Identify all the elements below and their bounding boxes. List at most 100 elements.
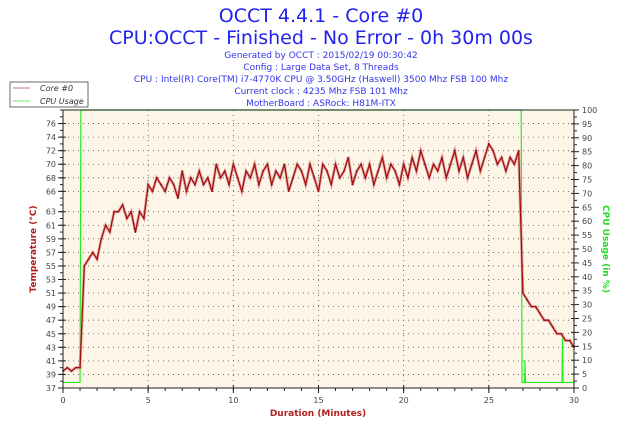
- core-temperature-point: [483, 156, 486, 159]
- core-temperature-point: [219, 176, 222, 179]
- core-temperature-point: [91, 251, 94, 254]
- core-temperature-point: [300, 170, 303, 172]
- y-tick-label: 59: [46, 235, 56, 244]
- core-temperature-point: [283, 163, 286, 166]
- core-temperature-point: [326, 170, 328, 172]
- core-temperature-point: [134, 231, 137, 233]
- core-temperature-point: [556, 332, 558, 335]
- legend: Core #0 CPU Usage: [9, 81, 89, 108]
- x-tick-label: 10: [228, 396, 238, 405]
- legend-label-cpu: CPU Usage: [40, 97, 84, 106]
- y2-tick-label: 20: [582, 328, 592, 337]
- plot-area: [63, 110, 574, 388]
- y-tick-label: 47: [46, 316, 56, 325]
- core-temperature-point: [496, 163, 499, 166]
- core-temperature-point: [245, 170, 248, 172]
- core-temperature-point: [415, 170, 418, 172]
- core-temperature-point: [445, 176, 448, 179]
- core-temperature-point: [560, 332, 563, 335]
- core-temperature-point: [347, 156, 350, 159]
- core-temperature-point: [83, 265, 86, 267]
- y-tick-label: 70: [46, 160, 56, 169]
- core-temperature-point: [100, 237, 103, 240]
- y2-tick-label: 45: [582, 259, 592, 268]
- y2-tick-label: 15: [582, 342, 592, 351]
- core-temperature-point: [492, 149, 494, 152]
- core-temperature-point: [147, 183, 150, 186]
- core-temperature-point: [160, 183, 162, 186]
- core-temperature-point: [487, 143, 490, 145]
- core-temperature-point: [189, 176, 192, 179]
- core-temperature-point: [432, 163, 435, 166]
- chart-subtitle: CPU:OCCT - Finished - No Error - 0h 30m …: [109, 27, 533, 49]
- y-tick-label: 43: [46, 343, 56, 352]
- core-temperature-point: [287, 190, 290, 193]
- y-tick-label: 55: [46, 262, 56, 271]
- y2-tick-label: 80: [582, 162, 592, 171]
- grid: [63, 110, 574, 389]
- core-temperature-point: [96, 258, 98, 261]
- core-temperature-point: [198, 170, 201, 172]
- core-temperature-point: [411, 156, 414, 159]
- core-temperature-point: [534, 305, 537, 308]
- core-temperature-point: [262, 170, 265, 172]
- core-temperature-point: [334, 163, 337, 166]
- core-temperature-point: [436, 170, 439, 172]
- info-line-cpu: CPU : Intel(R) Core(TM) i7-4770K CPU @ 3…: [134, 75, 508, 85]
- x-axis-label: Duration (Minutes): [270, 409, 366, 419]
- core-temperature-point: [266, 163, 269, 166]
- core-temperature-point: [202, 183, 205, 186]
- core-temperature-point: [530, 305, 533, 308]
- core-temperature-point: [279, 176, 282, 179]
- core-temperature-point: [547, 319, 550, 322]
- series-layer: [62, 109, 576, 384]
- y2-tick-label: 75: [582, 176, 592, 185]
- y-tick-label: 37: [46, 384, 56, 393]
- core-temperature-point: [228, 183, 230, 186]
- y-tick-label: 57: [46, 248, 56, 257]
- core-temperature-point: [381, 156, 384, 159]
- y-tick-label: 72: [46, 147, 56, 156]
- info-line-generated: Generated by OCCT : 2015/02/19 00:30:42: [224, 51, 418, 61]
- core-temperature-point: [351, 183, 354, 186]
- core-temperature-point: [249, 176, 252, 179]
- core-temperature-point: [385, 176, 388, 179]
- core-temperature-point: [513, 163, 516, 166]
- core-temperature-point: [500, 156, 503, 159]
- y2-tick-label: 40: [582, 273, 592, 282]
- info-line-clock: Current clock : 4235 Mhz FSB 101 Mhz: [234, 87, 408, 97]
- core-temperature-point: [232, 163, 235, 166]
- core-temperature-point: [428, 176, 431, 179]
- core-temperature-point: [130, 210, 133, 213]
- core-temperature-point: [343, 170, 345, 172]
- core-temperature-point: [143, 217, 145, 220]
- core-temperature-point: [168, 176, 171, 179]
- core-temperature-point: [194, 183, 196, 186]
- core-temperature-point: [568, 339, 571, 342]
- y-tick-label: 49: [46, 303, 56, 312]
- core-temperature-point: [394, 170, 397, 172]
- chart-title: OCCT 4.4.1 - Core #0: [219, 5, 423, 27]
- core-temperature-point: [509, 156, 512, 159]
- core-temperature-point: [215, 163, 218, 166]
- core-temperature-point: [419, 149, 422, 152]
- y2-tick-label: 55: [582, 231, 592, 240]
- core-temperature-point: [377, 170, 380, 172]
- core-temperature-point: [240, 190, 243, 193]
- axes: 3739414345474951535557596163666870727476…: [46, 106, 597, 405]
- core-temperature-point: [466, 176, 469, 179]
- core-temperature-point: [424, 163, 426, 166]
- y2-tick-label: 70: [582, 189, 592, 198]
- core-temperature-point: [172, 183, 175, 186]
- core-temperature-point: [117, 210, 120, 213]
- core-temperature-point: [479, 170, 482, 172]
- y-tick-label: 63: [46, 208, 56, 217]
- y2-tick-label: 5: [582, 370, 587, 379]
- y2-tick-label: 65: [582, 203, 592, 212]
- y-tick-label: 66: [46, 187, 56, 196]
- core-temperature-point: [330, 183, 333, 186]
- legend-label-core: Core #0: [40, 84, 73, 93]
- core-temperature-point: [338, 176, 341, 179]
- core-temperature-point: [121, 204, 124, 206]
